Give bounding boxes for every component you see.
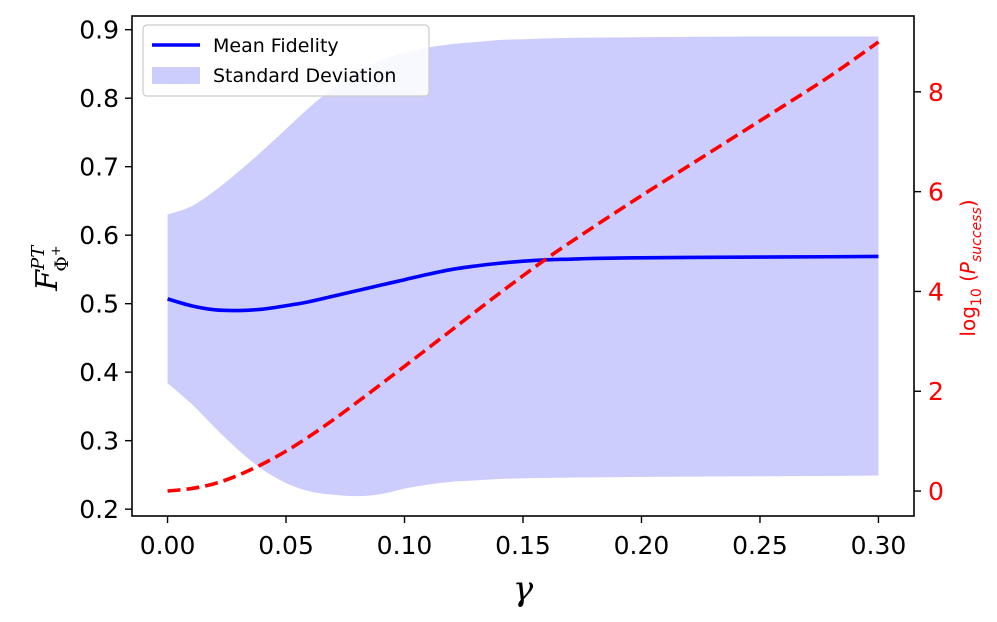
x-axis-ticks: 0.00 0.05 0.10 0.15 0.20 0.25 0.30 xyxy=(140,516,907,560)
y-tick-label: 0.5 xyxy=(79,290,119,319)
x-tick-label: 0.30 xyxy=(851,531,907,560)
y-label-sup: PT xyxy=(28,244,49,271)
legend: Mean Fidelity Standard Deviation xyxy=(142,24,430,97)
x-tick-label: 0.25 xyxy=(732,531,788,560)
y2-label-close: ) xyxy=(956,199,980,207)
x-axis-label: γ xyxy=(513,569,534,609)
svg-text:log10 (Psuccess): log10 (Psuccess) xyxy=(956,199,985,336)
y2-axis-ticks: 0 2 4 6 8 xyxy=(914,78,944,506)
x-tick-label: 0.00 xyxy=(140,531,196,560)
y2-tick-label: 8 xyxy=(928,78,944,107)
x-tick-label: 0.05 xyxy=(258,531,314,560)
y-label-script: F xyxy=(30,269,65,292)
y-tick-label: 0.3 xyxy=(79,427,119,456)
y-tick-label: 0.6 xyxy=(79,221,119,250)
y-tick-label: 0.8 xyxy=(79,84,119,113)
y2-tick-label: 2 xyxy=(928,377,944,406)
y2-label-open: ( xyxy=(956,274,980,288)
y2-tick-label: 0 xyxy=(928,477,944,506)
psuccess-line xyxy=(167,40,880,493)
plot-area xyxy=(167,36,880,497)
y2-label-success: success xyxy=(969,207,985,262)
y2-label-log: log xyxy=(956,306,980,337)
legend-mean-label: Mean Fidelity xyxy=(213,35,339,57)
y2-label-base: 10 xyxy=(969,288,985,306)
x-tick-label: 0.10 xyxy=(377,531,433,560)
legend-box xyxy=(142,24,430,97)
y-tick-label: 0.2 xyxy=(79,495,119,524)
std-band xyxy=(167,36,879,497)
x-tick-label: 0.15 xyxy=(495,531,551,560)
y-axis-label: FPT Φ+ xyxy=(28,244,73,292)
y-axis-ticks: 0.2 0.3 0.4 0.5 0.6 0.7 0.8 0.9 xyxy=(79,16,132,524)
y2-axis-label: log10 (Psuccess) xyxy=(956,199,985,336)
y-tick-label: 0.4 xyxy=(79,358,119,387)
y-tick-label: 0.9 xyxy=(79,16,119,45)
y-tick-label: 0.7 xyxy=(79,153,119,182)
x-tick-label: 0.20 xyxy=(614,531,670,560)
y2-tick-label: 6 xyxy=(928,178,944,207)
y2-tick-label: 4 xyxy=(928,277,944,306)
y2-label-p: P xyxy=(956,261,980,274)
y-label-sub: Φ xyxy=(51,256,73,272)
y-label-subsub: + xyxy=(49,245,64,256)
mean-fidelity-line xyxy=(167,254,879,313)
legend-band-label: Standard Deviation xyxy=(213,65,396,87)
legend-band-swatch xyxy=(152,67,200,84)
